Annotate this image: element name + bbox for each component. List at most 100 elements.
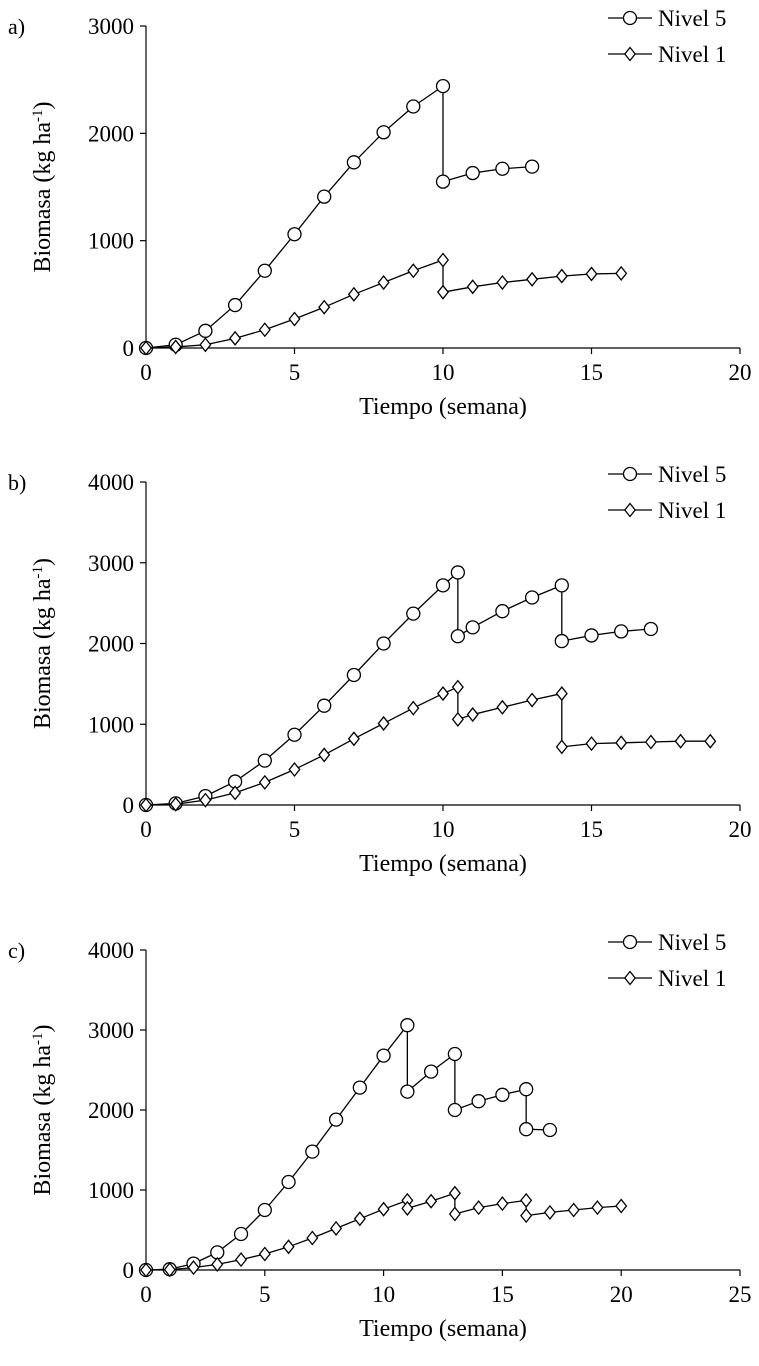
data-point-diamond	[451, 711, 464, 727]
data-point-circle	[447, 1102, 463, 1118]
data-point-circle	[233, 1226, 249, 1242]
legend-label: Nivel 5	[658, 930, 726, 955]
x-tick-label: 15	[580, 360, 603, 385]
data-point-circle	[400, 1018, 415, 1033]
chart-panel-2: 0 1000 2000 3000 4000 0 5 10 15 20 Tiempo (semana)…	[8, 462, 752, 877]
series-line	[145, 571, 651, 806]
data-point-circle	[524, 590, 540, 605]
series-line	[145, 259, 622, 349]
y-tick-label: 0	[123, 1258, 135, 1283]
data-point-circle	[376, 636, 391, 651]
legend-label: Nivel 5	[658, 6, 726, 31]
data-point-circle	[519, 1122, 534, 1137]
data-point-diamond	[258, 774, 271, 790]
data-point-circle	[450, 565, 466, 580]
series-nivel-1	[139, 252, 628, 356]
legend-marker-diamond	[623, 46, 637, 62]
series-nivel-5	[138, 1018, 558, 1278]
data-point-circle	[406, 99, 421, 114]
data-point-circle	[406, 606, 421, 621]
x-tick-label: 15	[491, 1282, 514, 1307]
data-point-circle	[305, 1144, 320, 1159]
y-tick-label: 3000	[88, 1018, 134, 1043]
data-point-circle	[227, 297, 243, 313]
data-point-diamond	[318, 299, 331, 315]
y-tick-label: 2000	[88, 1098, 134, 1123]
data-point-diamond	[520, 1192, 533, 1208]
series-line	[145, 686, 711, 806]
data-point-diamond	[555, 268, 568, 284]
data-point-diamond	[526, 692, 539, 708]
data-point-diamond	[169, 796, 182, 812]
data-point-diamond	[436, 686, 450, 702]
legend-marker-circle	[622, 10, 638, 26]
data-point-diamond	[139, 797, 153, 813]
legend-label: Nivel 5	[658, 462, 726, 487]
x-tick-label: 0	[140, 1282, 152, 1307]
legend-marker-diamond	[623, 502, 637, 518]
panel-label: b)	[8, 470, 26, 495]
x-tick-label: 0	[140, 817, 152, 842]
data-point-circle	[423, 1064, 439, 1079]
data-point-diamond	[615, 265, 628, 281]
data-point-diamond	[211, 1256, 224, 1272]
data-point-circle	[376, 1048, 391, 1063]
data-point-diamond	[451, 679, 464, 695]
y-tick-label: 0	[123, 793, 135, 818]
data-point-circle	[400, 1084, 415, 1099]
legend-entry: Nivel 5	[608, 462, 726, 487]
data-point-diamond	[199, 792, 212, 808]
data-point-diamond	[448, 1185, 461, 1201]
x-tick-label: 5	[259, 1282, 271, 1307]
panel-label: a)	[8, 14, 25, 39]
data-point-diamond	[496, 699, 509, 715]
data-point-diamond	[543, 1204, 556, 1220]
x-axis-title: Tiempo (semana)	[359, 1316, 527, 1342]
data-point-diamond	[199, 337, 212, 353]
data-point-circle	[465, 620, 480, 635]
data-point-diamond	[401, 1200, 414, 1216]
data-point-circle	[519, 1082, 534, 1097]
y-tick-label: 4000	[88, 938, 134, 963]
data-point-circle	[614, 624, 629, 639]
data-point-diamond	[407, 263, 420, 279]
data-point-circle	[198, 323, 213, 338]
data-point-diamond	[425, 1193, 438, 1209]
data-point-diamond	[555, 739, 568, 755]
y-tick-label: 3000	[88, 551, 134, 576]
y-axis-title: Biomasa (kg ha-1)	[30, 1024, 56, 1195]
data-point-diamond	[229, 785, 242, 801]
x-tick-label: 10	[372, 1282, 395, 1307]
chart-panel-3: 0 1000 2000 3000 4000 0 5 10 15 20 25 Tiempo (seman…	[8, 930, 752, 1342]
data-point-diamond	[472, 1200, 485, 1216]
data-point-circle	[447, 1046, 463, 1062]
series-line	[145, 85, 533, 349]
data-point-circle	[435, 174, 451, 189]
data-point-diamond	[674, 733, 687, 749]
legend-entry: Nivel 5	[608, 6, 726, 31]
series-line	[145, 1024, 550, 1271]
legend-label: Nivel 1	[658, 42, 726, 67]
series-nivel-1	[139, 1185, 628, 1278]
data-point-diamond	[704, 733, 717, 749]
data-point-circle	[495, 161, 510, 176]
y-tick-label: 2000	[88, 121, 134, 146]
x-tick-label: 0	[140, 360, 152, 385]
data-point-circle	[287, 227, 302, 242]
data-point-diamond	[466, 279, 479, 295]
data-point-diamond	[353, 1211, 366, 1227]
data-point-diamond	[288, 311, 301, 327]
data-point-circle	[465, 165, 480, 181]
data-point-diamond	[615, 1198, 628, 1214]
legend-entry: Nivel 5	[608, 930, 726, 955]
data-point-diamond	[407, 700, 420, 716]
data-point-circle	[495, 604, 510, 619]
x-axis-title: Tiempo (semana)	[359, 851, 527, 877]
y-axis-title: Biomasa (kg ha-1)	[30, 558, 56, 729]
data-point-diamond	[347, 731, 360, 747]
data-point-circle	[346, 155, 362, 170]
data-point-diamond	[229, 330, 242, 346]
data-point-circle	[584, 628, 599, 643]
data-point-circle	[281, 1174, 296, 1190]
